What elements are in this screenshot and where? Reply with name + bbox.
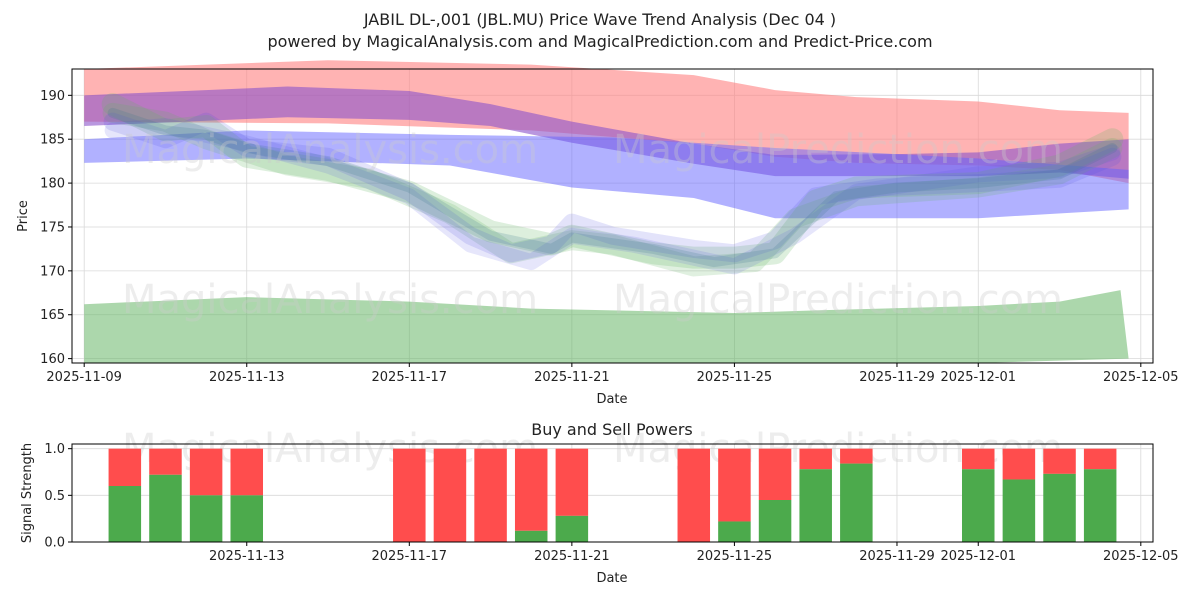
top-x-tick-label: 2025-11-29 bbox=[859, 370, 935, 385]
price-bands bbox=[84, 60, 1129, 363]
top-x-ticks: 2025-11-09 2025-11-13 2025-11-17 2025-11-21… bbox=[46, 363, 1179, 385]
buy-power-bar bbox=[514, 530, 548, 542]
buy-power-bar bbox=[840, 463, 873, 542]
buy-power-bar bbox=[189, 495, 223, 542]
sell-power-bar bbox=[555, 448, 589, 516]
bottom-x-tick-label: 2025-11-29 bbox=[859, 549, 935, 564]
top-y-ticks: 160 165 170 175 180 185 190 bbox=[40, 89, 72, 367]
sell-power-bar bbox=[758, 448, 792, 500]
bottom-chart-title: Buy and Sell Powers bbox=[531, 420, 693, 439]
top-y-tick-label: 175 bbox=[40, 220, 65, 235]
wave-line-1 bbox=[101, 93, 1124, 269]
sell-power-bar bbox=[1002, 448, 1036, 480]
buy-power-bar bbox=[149, 474, 182, 542]
top-watermarks: MagicalAnalysis.com MagicalPrediction.co… bbox=[122, 127, 1063, 323]
buy-power-bar bbox=[1083, 469, 1117, 542]
bottom-plot-frame bbox=[71, 443, 1154, 543]
chart-title-line2: powered by MagicalAnalysis.com and Magic… bbox=[267, 32, 932, 51]
top-y-axis-label: Price bbox=[16, 200, 31, 232]
sell-power-bar bbox=[1083, 448, 1117, 470]
top-plot-frame bbox=[71, 68, 1154, 364]
bottom-x-tick-label: 2025-12-05 bbox=[1103, 549, 1179, 564]
sell-power-bar bbox=[149, 448, 182, 475]
buy-power-bar bbox=[718, 521, 751, 542]
top-y-tick-label: 185 bbox=[40, 133, 65, 148]
sell-power-bar bbox=[1043, 448, 1076, 474]
top-x-tick-label: 2025-11-13 bbox=[209, 370, 285, 385]
sell-power-bar bbox=[189, 448, 223, 496]
bottom-x-tick-label: 2025-11-13 bbox=[209, 549, 285, 564]
green-lower-band bbox=[84, 290, 1129, 363]
bottom-x-tick-label: 2025-11-25 bbox=[697, 549, 773, 564]
sell-power-bar bbox=[799, 448, 832, 470]
bottom-y-axis-label: Signal Strength bbox=[20, 443, 35, 543]
top-x-axis-label: Date bbox=[596, 392, 627, 407]
buy-power-bar bbox=[799, 469, 832, 542]
sell-power-bar bbox=[840, 448, 873, 464]
sell-power-bar bbox=[474, 448, 507, 542]
chart-title-line1: JABIL DL-,001 (JBL.MU) Price Wave Trend … bbox=[363, 10, 836, 29]
top-x-tick-label: 2025-11-21 bbox=[534, 370, 610, 385]
sell-power-bar bbox=[677, 448, 711, 542]
top-x-tick-label: 2025-11-09 bbox=[46, 370, 122, 385]
wave-line-4 bbox=[104, 118, 1121, 275]
sell-power-bar bbox=[718, 448, 751, 522]
buy-sell-bars bbox=[108, 448, 1117, 542]
top-x-tick-label: 2025-11-25 bbox=[697, 370, 773, 385]
top-y-tick-label: 180 bbox=[40, 177, 65, 192]
bottom-x-ticks: 2025-11-13 2025-11-17 2025-11-21 2025-11-25… bbox=[209, 542, 1179, 564]
buy-power-bar bbox=[230, 495, 264, 542]
buy-power-bar bbox=[961, 469, 995, 542]
bottom-x-tick-label: 2025-11-17 bbox=[372, 549, 448, 564]
buy-power-bar bbox=[1043, 473, 1076, 542]
top-x-tick-label: 2025-11-17 bbox=[372, 370, 448, 385]
buy-power-bar bbox=[108, 486, 142, 542]
watermark-top-right-1: MagicalPrediction.com bbox=[613, 127, 1063, 173]
sell-power-bar bbox=[961, 448, 995, 470]
bottom-y-tick-label: 0.0 bbox=[44, 536, 65, 551]
wave-line-3 bbox=[103, 112, 1122, 263]
sell-power-bar bbox=[514, 448, 548, 531]
sell-power-bar bbox=[393, 448, 426, 542]
buy-power-bar bbox=[1002, 479, 1036, 542]
sell-power-bar bbox=[108, 448, 142, 486]
blue-upper-band bbox=[84, 130, 1129, 219]
top-y-tick-label: 190 bbox=[40, 89, 65, 104]
top-y-tick-label: 165 bbox=[40, 308, 65, 323]
bottom-y-tick-label: 1.0 bbox=[44, 442, 65, 457]
bottom-x-axis-label: Date bbox=[596, 571, 627, 586]
wave-lines bbox=[101, 93, 1124, 277]
buy-sell-panel: Buy and Sell Powers MagicalAnalysis.com … bbox=[20, 420, 1179, 586]
sell-power-bar bbox=[230, 448, 264, 496]
top-x-tick-label: 2025-12-05 bbox=[1103, 370, 1179, 385]
price-wave-panel: MagicalAnalysis.com MagicalPrediction.co… bbox=[16, 60, 1179, 407]
bottom-x-tick-label: 2025-12-01 bbox=[940, 549, 1016, 564]
buy-power-bar bbox=[555, 515, 589, 542]
bottom-y-tick-label: 0.5 bbox=[44, 489, 65, 504]
top-y-tick-label: 170 bbox=[40, 264, 65, 279]
watermark-top-right-2: MagicalPrediction.com bbox=[613, 277, 1063, 323]
top-x-tick-label: 2025-12-01 bbox=[940, 370, 1016, 385]
wave-line-5 bbox=[107, 107, 1118, 268]
bottom-x-tick-label: 2025-11-21 bbox=[534, 549, 610, 564]
wave-line-2 bbox=[102, 102, 1123, 277]
bottom-y-ticks: 0.0 0.5 1.0 bbox=[44, 442, 72, 551]
watermark-top-left-2: MagicalAnalysis.com bbox=[122, 277, 538, 323]
buy-power-bar bbox=[758, 500, 792, 542]
top-y-tick-label: 160 bbox=[40, 352, 65, 367]
sell-power-bar bbox=[433, 448, 467, 542]
watermark-top-left-1: MagicalAnalysis.com bbox=[122, 127, 538, 173]
